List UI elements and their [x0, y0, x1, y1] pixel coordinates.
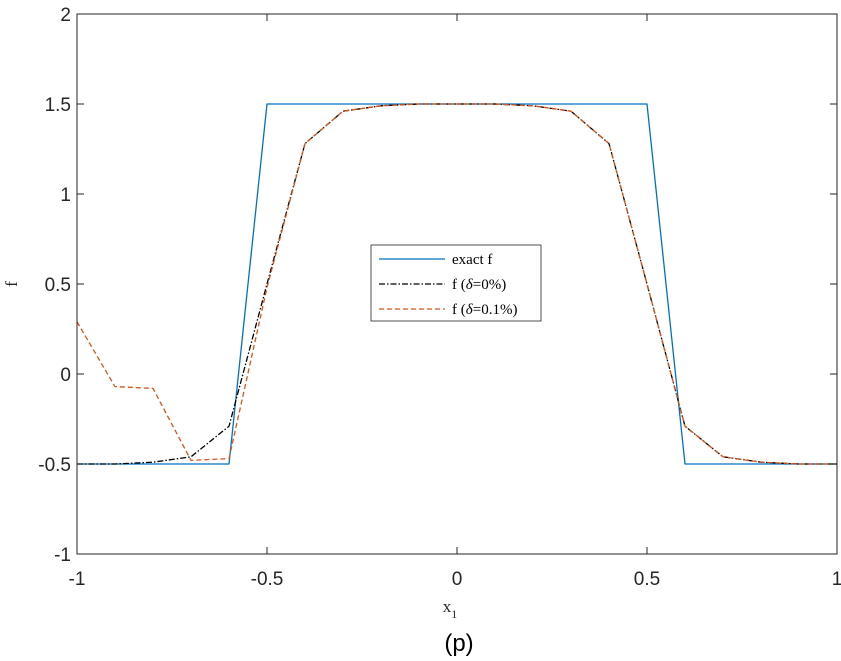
legend-label-delta0-suffix: =0%) [473, 277, 506, 293]
y-tick-label: -1 [54, 545, 71, 566]
x-tick-label: 1 [832, 569, 841, 590]
legend-box [370, 244, 542, 322]
legend-label-delta01: f (δ=0.1%) [452, 302, 517, 318]
legend-label-delta01-prefix: f ( [452, 302, 466, 318]
y-tick-label: -0.5 [38, 455, 71, 476]
axis-ticks: -1 -0.5 0 0.5 1 -1 -0.5 0 0.5 1 1.5 2 [38, 5, 841, 590]
x-tick-label: -1 [69, 569, 86, 590]
x-tick-label: -0.5 [251, 569, 284, 590]
legend-label-delta01-suffix: =0.1%) [473, 302, 518, 318]
x-axis-label-subscript: 1 [451, 607, 457, 621]
figure-caption: (p) [444, 630, 473, 657]
y-tick-label: 1 [60, 185, 71, 206]
x-tick-label: 0.5 [634, 569, 660, 590]
legend-label-delta0-symbol: δ [466, 277, 474, 293]
y-tick-label: 0 [60, 365, 71, 386]
legend-label-delta01-symbol: δ [466, 302, 474, 318]
plot-area [76, 103, 837, 465]
legend-label-delta0: f (δ=0%) [452, 277, 506, 293]
legend-label-exact: exact f [452, 252, 492, 268]
y-tick-label: 2 [60, 5, 71, 26]
legend-label-delta0-prefix: f ( [452, 277, 466, 293]
legend: exact f f (δ=0%) f (δ=0.1%) [370, 244, 542, 322]
y-axis-label: f [2, 281, 21, 287]
series-line-2 [76, 103, 837, 465]
x-tick-label: 0 [452, 569, 463, 590]
x-axis-label: x1 [443, 597, 458, 621]
y-tick-label: 1.5 [45, 95, 71, 116]
y-tick-label: 0.5 [45, 275, 71, 296]
